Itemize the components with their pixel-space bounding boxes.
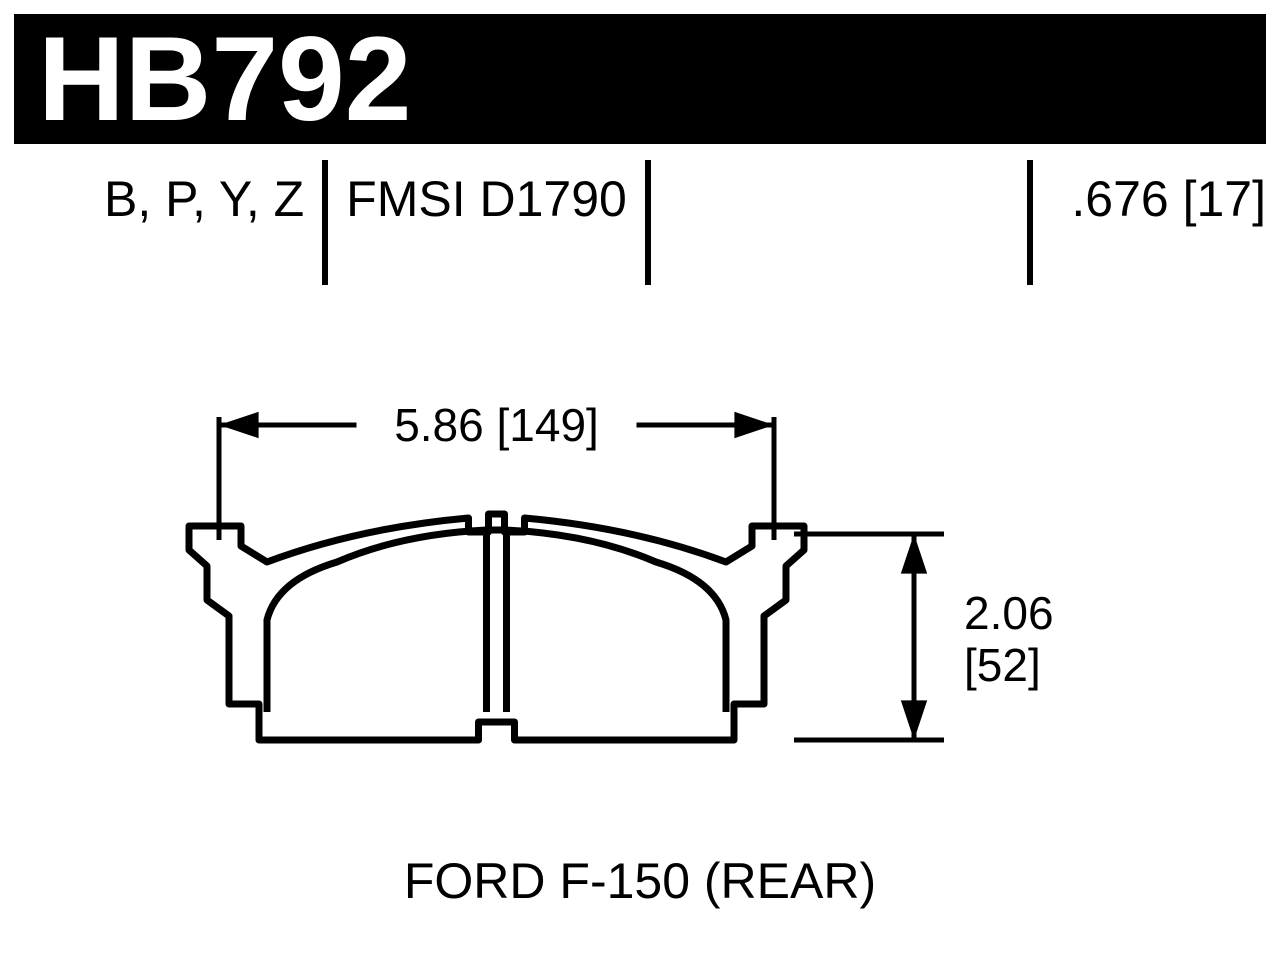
spec-compounds: B, P, Y, Z <box>14 160 304 228</box>
svg-text:5.86 [149]: 5.86 [149] <box>394 399 599 451</box>
part-number: HB792 <box>14 10 412 148</box>
spec-row: B, P, Y, Z FMSI D1790 .676 [17] <box>14 160 1266 290</box>
header-bar: HB792 <box>14 14 1266 144</box>
spec-divider <box>1027 160 1033 285</box>
diagram-area: 5.86 [149] 2.06[52] FORD F-150 (REAR) <box>14 390 1266 940</box>
spec-fmsi: FMSI D1790 <box>346 160 627 228</box>
vehicle-label: FORD F-150 (REAR) <box>14 852 1266 910</box>
spec-divider <box>322 160 328 285</box>
spec-thickness: .676 [17] <box>1051 160 1266 228</box>
spec-divider <box>645 160 651 285</box>
svg-text:[52]: [52] <box>964 639 1041 691</box>
svg-text:2.06: 2.06 <box>964 587 1054 639</box>
